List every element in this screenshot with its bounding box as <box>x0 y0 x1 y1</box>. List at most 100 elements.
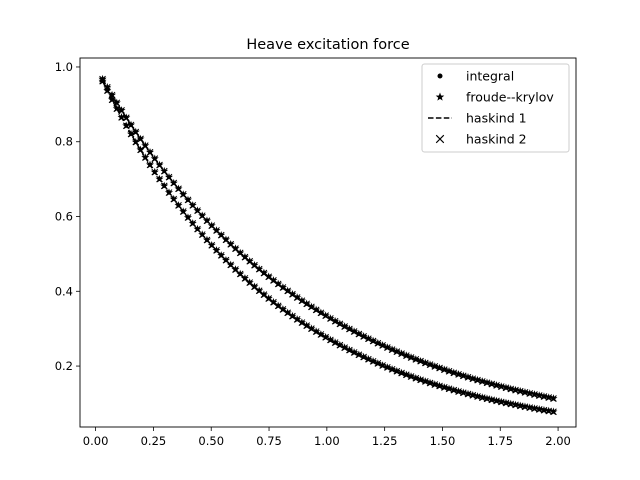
marker-integral <box>290 292 295 297</box>
marker-integral <box>537 393 542 398</box>
marker-integral <box>295 317 299 322</box>
marker-integral <box>546 409 551 413</box>
marker-integral <box>190 203 195 208</box>
marker-integral <box>114 100 119 105</box>
marker-integral <box>461 374 466 378</box>
y-axis: 0.2 0.4 0.6 0.8 1.0 <box>55 60 80 373</box>
x-tick-label: 0.50 <box>198 434 224 448</box>
marker-integral <box>504 385 508 390</box>
marker-integral <box>171 181 176 185</box>
marker-integral <box>186 215 190 220</box>
marker-integral <box>148 150 152 155</box>
y-tick-label: 0.8 <box>55 135 73 149</box>
x-tick-label: 0.75 <box>256 434 282 448</box>
marker-integral <box>290 314 295 318</box>
marker-integral <box>494 399 499 403</box>
marker-integral <box>143 143 148 148</box>
marker-integral <box>281 285 285 290</box>
y-tick-label: 0.2 <box>55 359 73 373</box>
marker-integral <box>423 379 428 384</box>
marker-integral <box>181 192 186 197</box>
marker-integral <box>148 163 152 167</box>
marker-integral <box>205 218 209 223</box>
marker-integral <box>385 345 390 350</box>
marker-integral <box>257 288 261 293</box>
marker-integral <box>176 186 181 191</box>
marker-integral <box>219 253 224 258</box>
marker-integral <box>243 276 247 281</box>
marker-integral <box>371 359 375 364</box>
marker-integral <box>404 353 409 358</box>
marker-integral <box>489 382 494 386</box>
marker-integral <box>352 350 356 355</box>
marker-integral <box>209 243 214 248</box>
legend-handle-haskind-2 <box>435 134 445 144</box>
marker-integral <box>442 385 447 390</box>
marker-integral <box>475 378 480 382</box>
marker-integral <box>513 403 518 407</box>
marker-integral <box>238 272 242 276</box>
marker-integral <box>366 336 371 341</box>
marker-integral <box>357 352 361 357</box>
marker-integral <box>489 398 494 402</box>
marker-integral <box>499 400 504 404</box>
marker-integral <box>252 263 257 268</box>
marker-integral <box>342 324 347 329</box>
marker-integral <box>238 251 242 255</box>
marker-integral <box>214 248 219 253</box>
marker-integral <box>338 343 342 347</box>
marker-integral <box>319 332 323 337</box>
marker-integral <box>314 329 318 334</box>
marker-integral <box>395 349 399 354</box>
marker-integral <box>523 404 527 409</box>
marker-integral <box>167 190 171 195</box>
marker-integral <box>508 402 513 406</box>
marker-integral <box>494 383 499 388</box>
marker-integral <box>129 123 133 127</box>
marker-integral <box>466 375 470 380</box>
marker-integral <box>442 367 447 372</box>
marker-integral <box>319 311 323 315</box>
marker-integral <box>342 345 347 350</box>
marker-integral <box>157 177 162 181</box>
x-tick-label: 1.00 <box>314 434 340 448</box>
marker-integral <box>323 313 328 318</box>
marker-integral <box>219 233 224 237</box>
marker-integral <box>414 357 418 362</box>
marker-integral <box>266 296 271 301</box>
marker-integral <box>152 156 157 161</box>
marker-integral <box>224 237 228 242</box>
marker-integral <box>480 379 485 384</box>
legend-handle-integral <box>437 73 443 79</box>
marker-integral <box>309 326 314 331</box>
marker-integral <box>437 384 442 388</box>
marker-integral <box>181 209 186 214</box>
marker-integral <box>527 391 532 396</box>
marker-integral <box>171 197 176 201</box>
marker-integral <box>143 155 148 160</box>
marker-integral <box>418 378 423 382</box>
marker-integral <box>323 335 328 340</box>
marker-integral <box>390 347 394 352</box>
marker-integral <box>551 409 556 414</box>
legend-label: froude--krylov <box>466 90 554 105</box>
legend-label: integral <box>466 69 514 84</box>
marker-integral <box>252 284 257 289</box>
marker-integral <box>110 93 114 97</box>
marker-integral <box>262 292 266 297</box>
marker-integral <box>404 372 409 377</box>
marker-integral <box>532 406 537 411</box>
marker-integral <box>285 310 290 315</box>
marker-integral <box>432 382 437 387</box>
marker-integral <box>285 289 290 293</box>
marker-integral <box>133 130 138 134</box>
marker-integral <box>423 361 428 365</box>
marker-integral <box>119 115 124 120</box>
marker-integral <box>542 394 546 399</box>
marker-integral <box>399 351 404 356</box>
marker-integral <box>304 323 309 328</box>
marker-integral <box>537 407 542 412</box>
marker-integral <box>347 327 352 331</box>
marker-integral <box>480 395 485 400</box>
